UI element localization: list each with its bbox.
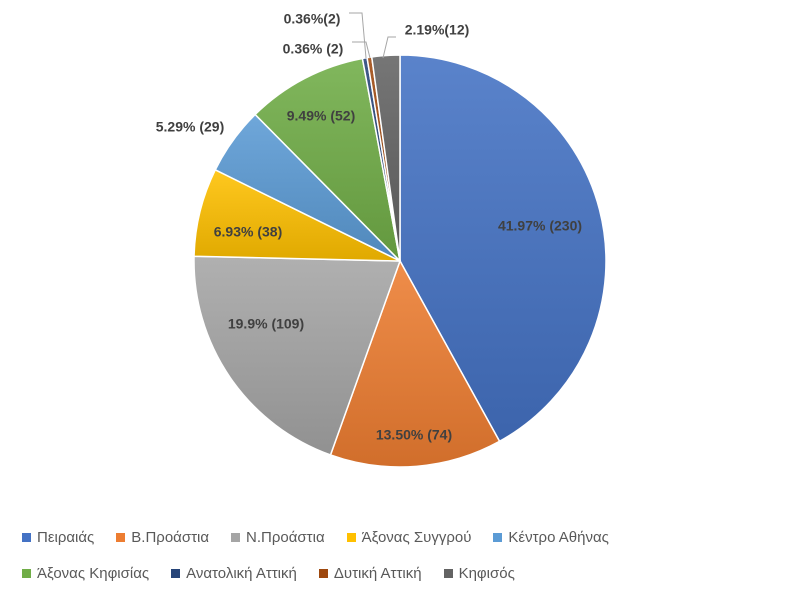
chart-legend: Πειραιάς Β.Προάστια Ν.Προάστια Άξονας Συγγρ… (22, 526, 782, 598)
data-label: 0.36%(2) (284, 11, 341, 27)
legend-item: Β.Προάστια (116, 529, 209, 546)
legend-swatch (22, 532, 31, 542)
pie-slice (193, 255, 402, 456)
data-label: 6.93% (38) (214, 224, 282, 240)
leader-line (349, 12, 367, 59)
legend-item: Κηφισός (443, 564, 515, 582)
legend-swatch (231, 532, 241, 542)
legend-item: Πειραιάς (22, 529, 94, 546)
legend-row: Πειραιάς Β.Προάστια Ν.Προάστια Άξονας Συγγρ… (22, 526, 782, 548)
legend-swatch (171, 568, 181, 578)
legend-label: Άξονας Κηφισίας (37, 564, 150, 582)
legend-label: Δυτική Αττική (333, 564, 422, 582)
legend-item: Άξονας Κηφισίας (22, 565, 149, 582)
legend-label: Κέντρο Αθήνας (508, 528, 609, 546)
legend-swatch (116, 532, 126, 542)
legend-swatch (318, 568, 328, 578)
data-label: 2.19%(12) (405, 22, 470, 38)
data-label: 41.97% (230) (498, 218, 582, 234)
legend-swatch (493, 532, 503, 542)
pie-slice (370, 54, 401, 262)
legend-label: Κηφισός (458, 564, 515, 582)
legend-swatch (346, 532, 356, 542)
legend-item: Δυτική Αττική (318, 564, 422, 582)
legend-swatch (22, 568, 31, 578)
data-label: 9.49% (52) (287, 108, 355, 124)
legend-swatch (443, 568, 453, 578)
pie-chart: 41.97% (230) 13.50% (74) 19.9% (109) 6.93% … (156, 11, 607, 468)
pie-slice (329, 259, 501, 468)
legend-label: Πειραιάς (37, 528, 95, 546)
legend-item: Ν.Προάστια (231, 529, 325, 546)
legend-label: Ανατολική Αττική (186, 564, 297, 582)
legend-label: Ν.Προάστια (246, 528, 325, 546)
pie-slice (399, 54, 607, 443)
legend-label: Β.Προάστια (131, 528, 210, 546)
data-label: 19.9% (109) (228, 316, 304, 332)
data-label: 5.29% (29) (156, 119, 224, 135)
legend-label: Άξονας Συγγρού (361, 528, 472, 546)
legend-item: Ανατολική Αττική (171, 565, 297, 582)
leader-line (382, 36, 396, 59)
data-label: 13.50% (74) (376, 427, 452, 443)
leader-line (352, 41, 371, 59)
data-label: 0.36% (2) (283, 41, 344, 57)
legend-item: Άξονας Συγγρού (346, 528, 472, 546)
legend-row: Άξονας Κηφισίας Ανατολική Αττική Δυτική Ατ… (22, 562, 782, 584)
pie-slice (254, 57, 402, 264)
legend-item: Κέντρο Αθήνας (493, 528, 609, 546)
